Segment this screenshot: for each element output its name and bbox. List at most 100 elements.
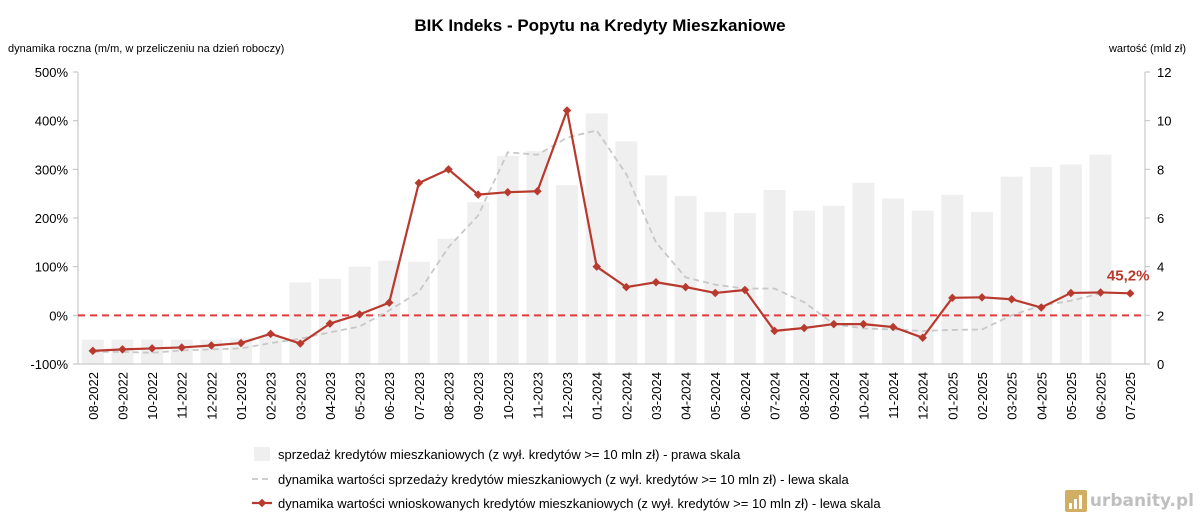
x-tick-label: 01-2025 bbox=[945, 372, 960, 420]
applications-point bbox=[147, 344, 157, 353]
legend-entry: sprzedaż kredytów mieszkaniowych (z wył.… bbox=[278, 447, 741, 462]
applications-point bbox=[384, 298, 394, 307]
applications-point bbox=[918, 333, 927, 342]
applications-point bbox=[562, 106, 572, 115]
applications-point bbox=[1037, 303, 1046, 312]
x-tick-label: 02-2023 bbox=[264, 372, 279, 420]
bar-11-2023 bbox=[526, 151, 549, 364]
x-tick-label: 09-2022 bbox=[115, 372, 130, 420]
applications-point bbox=[325, 319, 335, 328]
x-tick-label: 06-2024 bbox=[738, 372, 753, 420]
applications-point bbox=[592, 262, 601, 271]
bar-05-2025 bbox=[1059, 164, 1082, 364]
left-tick-label: 100% bbox=[35, 260, 69, 275]
bar-11-2024 bbox=[882, 198, 905, 364]
x-tick-label: 12-2022 bbox=[204, 372, 219, 420]
x-tick-label: 10-2022 bbox=[145, 372, 160, 420]
applications-point bbox=[948, 293, 957, 303]
x-tick-label: 03-2025 bbox=[1005, 372, 1020, 420]
x-tick-label: 07-2025 bbox=[1123, 372, 1138, 420]
applications-point bbox=[177, 343, 186, 352]
legend-entry: dynamika wartości wnioskowanych kredytów… bbox=[278, 496, 881, 511]
x-tick-label: 03-2023 bbox=[293, 372, 308, 420]
applications-point bbox=[296, 339, 305, 348]
bar-09-2024 bbox=[822, 205, 845, 364]
x-tick-label: 10-2024 bbox=[856, 372, 871, 420]
right-tick-label: 0 bbox=[1157, 357, 1164, 372]
applications-point bbox=[88, 346, 98, 356]
bar-03-2023 bbox=[289, 282, 312, 364]
applications-point bbox=[622, 282, 631, 292]
applications-point bbox=[118, 345, 127, 354]
left-tick-label: 500% bbox=[35, 65, 69, 80]
x-tick-label: 06-2025 bbox=[1094, 372, 1109, 420]
applications-point bbox=[236, 338, 246, 348]
x-tick-label: 08-2023 bbox=[441, 372, 456, 420]
x-tick-label: 02-2024 bbox=[619, 372, 634, 420]
left-tick-label: -100% bbox=[30, 357, 68, 372]
right-tick-label: 2 bbox=[1157, 308, 1164, 323]
x-tick-label: 05-2025 bbox=[1064, 372, 1079, 420]
applications-point bbox=[740, 285, 750, 295]
applications-point bbox=[888, 322, 898, 332]
callout-label: 45,2% bbox=[1107, 267, 1150, 284]
x-tick-label: 04-2024 bbox=[679, 372, 694, 420]
x-tick-label: 07-2024 bbox=[768, 372, 783, 420]
x-tick-label: 03-2024 bbox=[649, 372, 664, 420]
legend-swatch-marker bbox=[257, 498, 267, 508]
bar-11-2022 bbox=[170, 339, 193, 364]
bar-07-2023 bbox=[407, 261, 430, 364]
bar-12-2024 bbox=[911, 210, 934, 364]
applications-point bbox=[1066, 288, 1076, 298]
right-tick-label: 12 bbox=[1157, 65, 1171, 80]
applications-point bbox=[207, 341, 216, 350]
right-tick-label: 10 bbox=[1157, 114, 1171, 129]
applications-point bbox=[473, 190, 483, 199]
x-tick-label: 06-2023 bbox=[382, 372, 397, 420]
bar-06-2023 bbox=[378, 260, 401, 364]
x-tick-label: 02-2025 bbox=[975, 372, 990, 420]
applications-dynamics-line bbox=[92, 109, 1131, 352]
x-tick-label: 12-2023 bbox=[560, 372, 575, 420]
left-tick-label: 0% bbox=[49, 308, 68, 323]
bar-02-2023 bbox=[259, 336, 282, 364]
right-axis-label: wartość (mld zł) bbox=[1108, 43, 1186, 55]
chart-title: BIK Indeks - Popytu na Kredyty Mieszkani… bbox=[414, 16, 785, 35]
urbanity-logo-icon bbox=[1064, 490, 1087, 512]
left-axis-label: dynamika roczna (m/m, w przeliczeniu na … bbox=[8, 43, 284, 55]
left-tick-label: 300% bbox=[35, 162, 69, 177]
applications-point bbox=[1125, 289, 1135, 298]
x-tick-label: 07-2023 bbox=[412, 372, 427, 420]
bar-03-2024 bbox=[644, 175, 667, 364]
bar-01-2025 bbox=[941, 194, 964, 364]
applications-point bbox=[799, 323, 809, 333]
applications-point bbox=[829, 319, 839, 329]
x-tick-label: 08-2022 bbox=[86, 372, 101, 420]
bar-04-2025 bbox=[1030, 166, 1053, 364]
applications-point bbox=[859, 319, 868, 329]
x-tick-label: 04-2025 bbox=[1034, 372, 1049, 420]
watermark: urbanity.pl bbox=[1064, 490, 1194, 512]
x-tick-label: 12-2024 bbox=[916, 372, 931, 420]
applications-point bbox=[355, 310, 364, 319]
bar-06-2025 bbox=[1089, 154, 1112, 364]
x-tick-labels: 08-2022 09-2022 10-2022 11-2022 12-2022 01-20… bbox=[86, 372, 1138, 420]
right-tick-label: 4 bbox=[1157, 260, 1164, 275]
applications-point bbox=[681, 282, 690, 292]
applications-point bbox=[503, 187, 513, 197]
right-tick-label: 6 bbox=[1157, 211, 1164, 226]
left-tick-label: 400% bbox=[35, 114, 69, 129]
bar-02-2025 bbox=[971, 211, 993, 364]
applications-point bbox=[1096, 288, 1105, 297]
watermark-text: urbanity.pl bbox=[1089, 491, 1194, 511]
bar-10-2024 bbox=[852, 182, 875, 364]
applications-point bbox=[770, 326, 779, 336]
x-tick-label: 08-2024 bbox=[797, 372, 812, 420]
bar-02-2024 bbox=[615, 141, 638, 364]
x-tick-label: 10-2023 bbox=[501, 372, 516, 420]
applications-point bbox=[1007, 295, 1016, 304]
bar-01-2024 bbox=[585, 113, 608, 364]
right-tick-label: 8 bbox=[1157, 162, 1164, 177]
left-tick-label: 200% bbox=[35, 211, 69, 226]
